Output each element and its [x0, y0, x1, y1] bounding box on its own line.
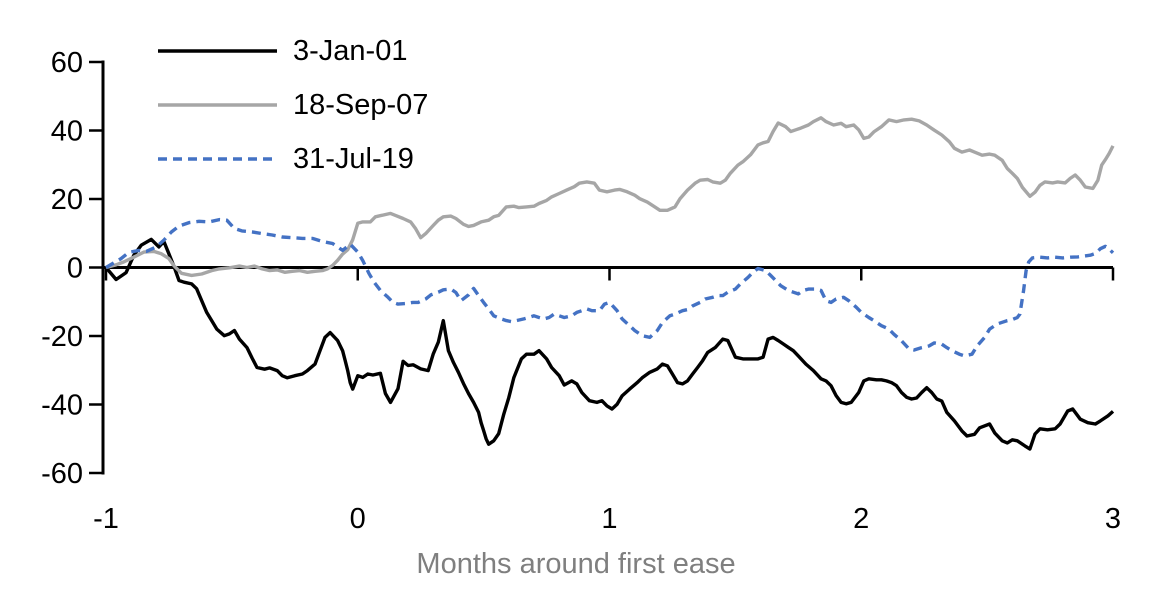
legend-item: 3-Jan-01	[158, 24, 428, 78]
y-axis-tick-label: -20	[41, 321, 83, 353]
y-axis-tick-label: 60	[51, 47, 83, 79]
legend-label: 31-Jul-19	[293, 142, 414, 175]
series-line-3-Jan-01	[104, 237, 1115, 451]
legend-line-sample-gray	[158, 103, 277, 107]
x-axis-title: Months around first ease	[416, 548, 736, 580]
x-axis-tick-label: -1	[93, 503, 119, 535]
y-axis-tick-label: 0	[67, 253, 83, 285]
x-axis-tick-label: 0	[350, 503, 366, 535]
series-line-18-Sep-07	[105, 116, 1115, 278]
y-axis-tick-label: -40	[41, 390, 83, 422]
legend-item: 31-Jul-19	[158, 132, 428, 186]
legend-item: 18-Sep-07	[158, 78, 428, 132]
y-axis-tick-label: -60	[41, 458, 83, 490]
y-axis-tick-label: 20	[51, 184, 83, 216]
x-axis-tick-label: 2	[853, 503, 869, 535]
legend-line-sample-blue-dashed	[158, 157, 277, 161]
series-line-31-Jul-19	[105, 217, 1115, 358]
legend-label: 3-Jan-01	[293, 34, 408, 67]
y-axis-tick-label: 40	[51, 116, 83, 148]
x-axis-tick-label: 3	[1105, 503, 1121, 535]
x-axis-tick-label: 1	[601, 503, 617, 535]
legend-line-sample-black	[158, 49, 277, 53]
legend-label: 18-Sep-07	[293, 88, 429, 121]
chart-legend: 3-Jan-01 18-Sep-07 31-Jul-19	[158, 24, 428, 186]
